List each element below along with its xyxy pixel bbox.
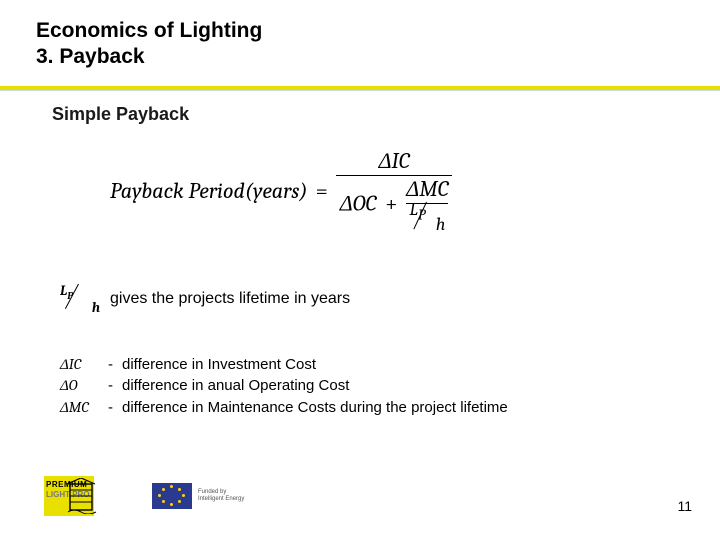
footer-logos: PREMIUM LIGHT PRO Funded — [44, 476, 244, 516]
definition-row: ΔMC - difference in Maintenance Costs du… — [60, 397, 508, 418]
title-line-1: Economics of Lighting — [36, 18, 720, 44]
lifetime-note-text: gives the projects lifetime in years — [110, 290, 350, 308]
funded-by-text: Funded by Intelligent Energy — [198, 489, 244, 502]
def-sym: ΔMC — [60, 397, 108, 417]
eu-flag-icon — [152, 483, 192, 509]
def-dash: - — [108, 355, 122, 375]
def-text: difference in Maintenance Costs during t… — [122, 398, 508, 418]
divider-blue — [0, 90, 720, 91]
building-icon — [66, 478, 100, 514]
page-number: 11 — [677, 498, 692, 514]
plus-sign: + — [385, 191, 397, 217]
eu-flag-block: Funded by Intelligent Energy — [152, 483, 244, 509]
lifetime-note: LP h gives the projects lifetime in year… — [60, 284, 350, 314]
def-sym: ΔIC — [60, 354, 108, 374]
section-heading: Simple Payback — [52, 104, 189, 125]
title-line-2: 3. Payback — [36, 44, 720, 70]
slide: Economics of Lighting 3. Payback Simple … — [0, 0, 720, 540]
payback-formula: Payback Period(years) = ΔIC ΔOC + ΔMC LP… — [110, 148, 452, 235]
h-symbol: h — [436, 215, 446, 236]
def-dash: - — [108, 398, 122, 418]
den-right-fraction: ΔMC LP h — [406, 177, 448, 233]
h-note: h — [92, 299, 100, 316]
definition-row: ΔO - difference in anual Operating Cost — [60, 375, 508, 396]
formula-main-fraction: ΔIC ΔOC + ΔMC LP h — [336, 148, 453, 235]
formula-numerator: ΔIC — [375, 148, 414, 175]
formula-denominator: ΔOC + ΔMC LP h — [336, 176, 453, 234]
def-text: difference in Investment Cost — [122, 355, 316, 375]
def-sym: ΔO — [60, 375, 108, 395]
definitions-list: ΔIC - difference in Investment Cost ΔO -… — [60, 354, 508, 418]
premium-light-logo: PREMIUM LIGHT PRO — [44, 476, 130, 516]
equals-sign: = — [316, 178, 328, 204]
lp-over-h-note: LP h — [60, 284, 102, 314]
def-text: difference in anual Operating Cost — [122, 376, 349, 396]
den-left: ΔOC — [340, 191, 377, 217]
definition-row: ΔIC - difference in Investment Cost — [60, 354, 508, 375]
lp-over-h: LP h — [409, 204, 445, 234]
slide-header: Economics of Lighting 3. Payback — [0, 0, 720, 71]
def-dash: - — [108, 376, 122, 396]
formula-lhs: Payback Period(years) — [110, 178, 308, 204]
slash — [417, 202, 435, 232]
